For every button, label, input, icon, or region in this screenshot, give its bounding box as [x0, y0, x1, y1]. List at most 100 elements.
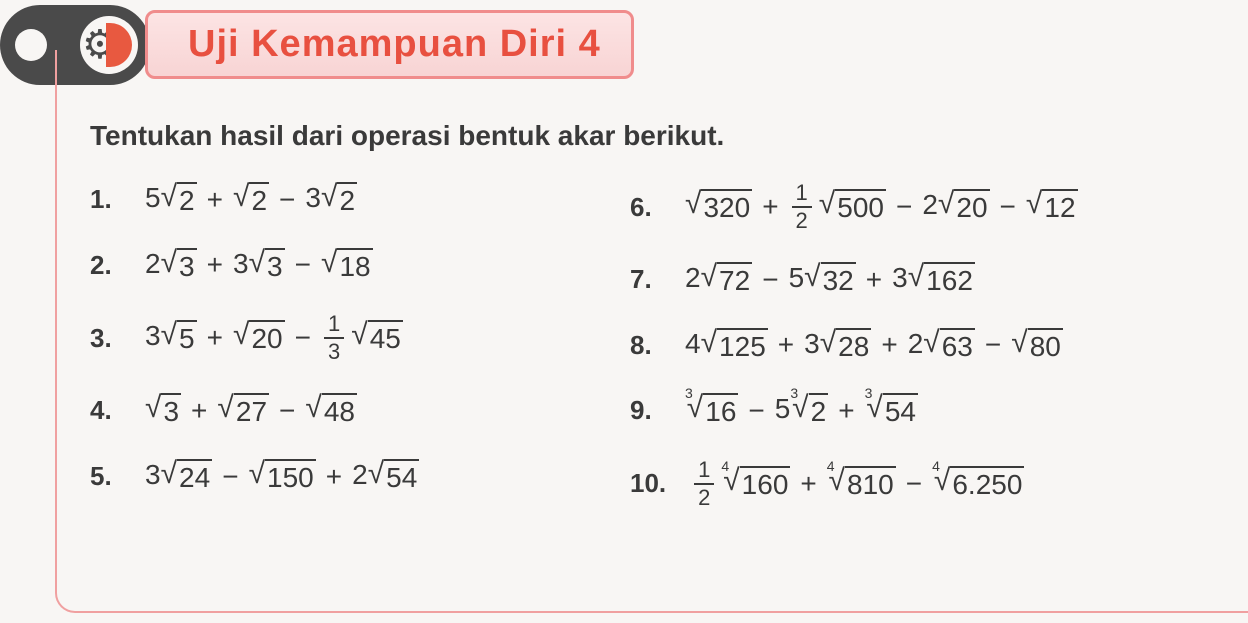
coefficient: 5 [775, 393, 791, 425]
sqrt-expression: 2√3 [145, 248, 197, 284]
expression: 3√24−√150+2√54 [145, 459, 419, 495]
sqrt-expression: 3√162 [892, 262, 975, 298]
operator: − [748, 395, 764, 427]
radicand: 3 [177, 248, 197, 284]
operator: − [279, 395, 295, 427]
sqrt-expression: √2 [233, 182, 269, 218]
expression: 2√3+3√3−√18 [145, 248, 373, 284]
problem-number: 3. [90, 323, 120, 354]
radicand: 45 [368, 320, 403, 356]
operator: + [800, 468, 816, 500]
sqrt-expression: √3 [145, 393, 181, 429]
radicand: 54 [384, 459, 419, 495]
radicand: 500 [835, 189, 886, 225]
problem-row: 5.3√24−√150+2√54 [90, 459, 570, 495]
denominator: 3 [328, 339, 340, 363]
radicand: 18 [337, 248, 372, 284]
radicand: 162 [924, 262, 975, 298]
problem-row: 6.√320+12√500−2√20−√12 [630, 182, 1238, 232]
coefficient: 3 [892, 262, 908, 294]
radicand: 27 [234, 393, 269, 429]
problem-number: 8. [630, 330, 660, 361]
coefficient: 2 [685, 262, 701, 294]
radicand: 125 [717, 328, 768, 364]
sqrt-expression: √80 [1011, 328, 1063, 364]
radical-sign: √ [804, 262, 820, 292]
coefficient: 3 [305, 182, 321, 214]
radicand: 3 [161, 393, 181, 429]
coefficient: 2 [352, 459, 368, 491]
root-index: 4 [721, 458, 729, 474]
expression: 4√125+3√28+2√63−√80 [685, 328, 1063, 364]
radical-sign: √ [923, 328, 939, 358]
radicand: 48 [322, 393, 357, 429]
sqrt-expression: √45 [351, 320, 403, 356]
problem-number: 4. [90, 395, 120, 426]
radicand: 12 [1042, 189, 1077, 225]
problems-grid: 1.5√2+√2−3√22.2√3+3√3−√183.3√5+√20−13√45… [90, 182, 1238, 509]
operator: + [207, 249, 223, 281]
expression: 3√16−53√2+3√54 [685, 393, 918, 429]
radicand: 2 [249, 182, 269, 218]
operator: + [207, 184, 223, 216]
sqrt-expression: 3√2 [305, 182, 357, 218]
radical-sign: √ [321, 248, 337, 278]
problem-row: 8.4√125+3√28+2√63−√80 [630, 328, 1238, 364]
expression: √3 + √27−√48 [145, 393, 357, 429]
radicand: 20 [249, 320, 284, 356]
problems-left-column: 1.5√2+√2−3√22.2√3+3√3−√183.3√5+√20−13√45… [90, 182, 570, 509]
radicand: 6.250 [950, 466, 1024, 502]
denominator: 2 [796, 208, 808, 232]
expression: 5√2+√2−3√2 [145, 182, 357, 218]
sqrt-expression: √12 [1026, 189, 1078, 225]
problem-number: 2. [90, 250, 120, 281]
operator: − [906, 468, 922, 500]
sqrt-expression: 3√28 [804, 328, 871, 364]
problem-number: 1. [90, 184, 120, 215]
coefficient: 3 [804, 328, 820, 360]
operator: + [191, 395, 207, 427]
radicand: 160 [740, 466, 791, 502]
radical-sign: √ [1026, 189, 1042, 219]
radicand: 16 [703, 393, 738, 429]
radical-sign: √ [233, 182, 249, 212]
operator: + [778, 329, 794, 361]
operator: + [838, 395, 854, 427]
operator: − [762, 264, 778, 296]
fraction: 13 [324, 313, 344, 363]
sqrt-expression: 2√20 [922, 189, 989, 225]
instruction-text: Tentukan hasil dari operasi bentuk akar … [90, 120, 1238, 152]
operator: + [866, 264, 882, 296]
operator: + [762, 191, 778, 223]
operator: − [295, 249, 311, 281]
radicand: 32 [821, 262, 856, 298]
sqrt-expression: √500 [819, 189, 886, 225]
denominator: 2 [698, 485, 710, 509]
sqrt-expression: √48 [305, 393, 357, 429]
radical-sign: √ [249, 459, 265, 489]
coefficient: 5 [145, 182, 161, 214]
radicand: 54 [883, 393, 918, 429]
operator: − [279, 184, 295, 216]
sqrt-expression: 3√3 [233, 248, 285, 284]
radical-sign: √ [161, 248, 177, 278]
expression: 124√160+4√810−4√6.250 [691, 459, 1024, 509]
sqrt-expression: 3√24 [145, 459, 212, 495]
sqrt-expression: 4√6.250 [932, 466, 1024, 502]
operator: − [985, 329, 1001, 361]
radicand: 150 [265, 459, 316, 495]
fraction: 12 [792, 182, 812, 232]
problem-row: 4. √3 + √27−√48 [90, 393, 570, 429]
radical-sign: √ [217, 393, 233, 423]
sqrt-expression: 2√54 [352, 459, 419, 495]
root-index: 3 [865, 385, 873, 401]
sqrt-expression: 4√810 [827, 466, 896, 502]
radical-sign: √ [351, 320, 367, 350]
operator: − [295, 322, 311, 354]
radical-sign: √ [1011, 328, 1027, 358]
radicand: 810 [845, 466, 896, 502]
sqrt-expression: √320 [685, 189, 752, 225]
radical-sign: √ [908, 262, 924, 292]
problem-row: 9.3√16−53√2+3√54 [630, 393, 1238, 429]
radical-sign: √ [161, 182, 177, 212]
